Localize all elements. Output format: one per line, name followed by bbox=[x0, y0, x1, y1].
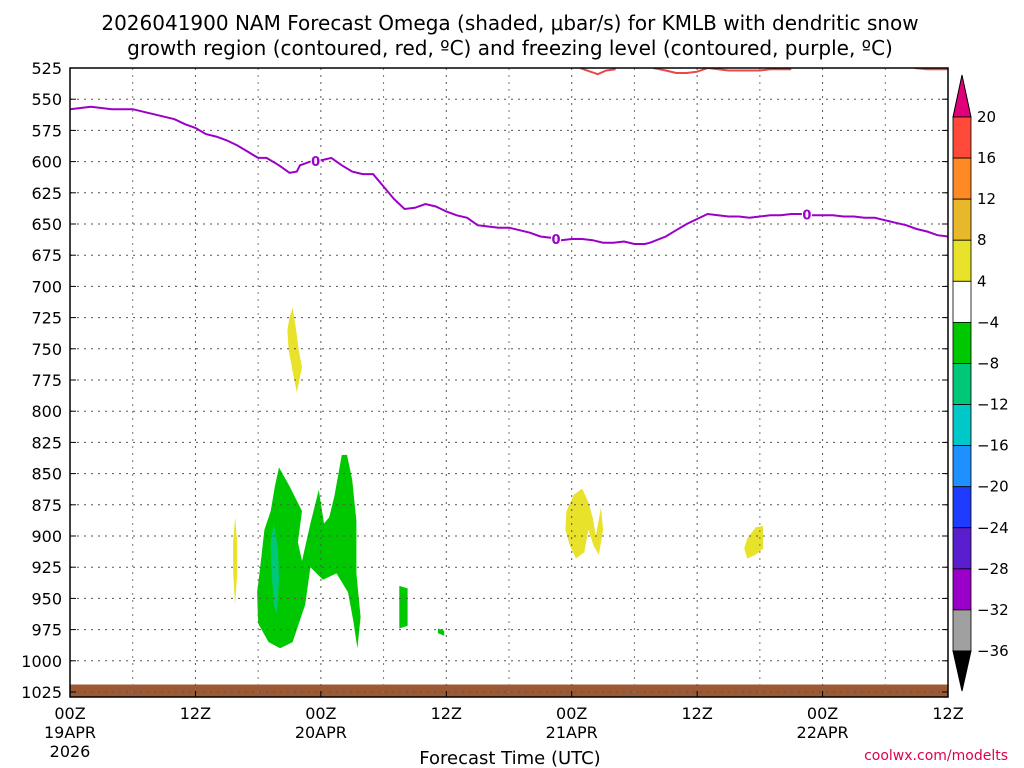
colorbar: 20 16 12 8 4 −4 −8 −12 −16 −20 −24 −28 −32 −36 bbox=[952, 74, 1009, 692]
colorbar-label-12: −32 bbox=[977, 601, 1009, 619]
colorbar-top-cap bbox=[952, 74, 972, 118]
x-tick-label-6: 00Z bbox=[807, 704, 838, 723]
colorbar-band-2 bbox=[952, 198, 972, 241]
y-tick-label-0: 525 bbox=[31, 59, 62, 78]
plot-inner: 0 0 0 bbox=[70, 68, 948, 697]
y-tick-label-2: 575 bbox=[31, 121, 62, 140]
colorbar-label-1: 16 bbox=[977, 149, 996, 167]
x-tick-date-6: 22APR bbox=[797, 723, 849, 742]
omega-region-0 bbox=[287, 307, 302, 393]
colorbar-band-4 bbox=[952, 280, 972, 323]
x-tick-date-4: 21APR bbox=[546, 723, 598, 742]
colorbar-label-5: −4 bbox=[977, 313, 999, 331]
omega-region-1 bbox=[233, 517, 238, 605]
colorbar-label-4: 4 bbox=[977, 272, 987, 290]
colorbar-band-12 bbox=[952, 609, 972, 652]
colorbar-band-11 bbox=[952, 568, 972, 611]
y-tick-label-11: 800 bbox=[31, 402, 62, 421]
colorbar-bottom-cap bbox=[952, 650, 972, 692]
colorbar-label-6: −8 bbox=[977, 354, 999, 372]
omega-region-5 bbox=[437, 628, 445, 636]
y-tick-label-10: 775 bbox=[31, 371, 62, 390]
freezing-label-bg-1 bbox=[551, 230, 562, 246]
x-tick-date-0: 19APR bbox=[44, 723, 96, 742]
x-tick-label-5: 12Z bbox=[681, 704, 712, 723]
x-tick-label-4: 00Z bbox=[556, 704, 587, 723]
dgz-contour-1 bbox=[653, 68, 792, 74]
colorbar-label-7: −12 bbox=[977, 396, 1009, 414]
y-tick-label-20: 1025 bbox=[21, 683, 62, 702]
y-tick-label-14: 875 bbox=[31, 496, 62, 515]
ground-strip bbox=[70, 684, 948, 697]
colorbar-label-9: −20 bbox=[977, 478, 1009, 496]
y-tick-label-5: 650 bbox=[31, 215, 62, 234]
colorbar-band-3 bbox=[952, 239, 972, 282]
colorbar-label-11: −28 bbox=[977, 560, 1009, 578]
omega-region-2 bbox=[257, 454, 361, 649]
y-tick-label-19: 1000 bbox=[21, 652, 62, 671]
y-tick-label-16: 925 bbox=[31, 558, 62, 577]
colorbar-label-13: −36 bbox=[977, 642, 1009, 660]
y-tick-label-12: 825 bbox=[31, 433, 62, 452]
x-tick-label-1: 12Z bbox=[180, 704, 211, 723]
y-tick-label-9: 750 bbox=[31, 340, 62, 359]
colorbar-band-7 bbox=[952, 404, 972, 447]
y-tick-label-15: 900 bbox=[31, 527, 62, 546]
plot-area: 0 0 0 525 550 575 600 625 650 675 700 725 750 775 800 8… bbox=[21, 59, 963, 761]
colorbar-band-8 bbox=[952, 445, 972, 488]
y-tick-label-8: 725 bbox=[31, 309, 62, 328]
x-axis-label: Forecast Time (UTC) bbox=[419, 748, 600, 768]
x-tick-label-7: 12Z bbox=[932, 704, 963, 723]
freezing-level-label-2: 0 bbox=[802, 209, 811, 224]
x-tick-date-2: 20APR bbox=[295, 723, 347, 742]
colorbar-band-9 bbox=[952, 486, 972, 529]
omega-region-6 bbox=[565, 488, 604, 559]
x-tick-label-0: 00Z bbox=[54, 704, 85, 723]
x-tick-label-2: 00Z bbox=[305, 704, 336, 723]
colorbar-label-8: −16 bbox=[977, 437, 1009, 455]
colorbar-label-0: 20 bbox=[977, 108, 996, 126]
freezing-label-bg-2 bbox=[801, 206, 812, 222]
y-tick-label-6: 675 bbox=[31, 246, 62, 265]
y-tick-label-7: 700 bbox=[31, 277, 62, 296]
y-tick-label-18: 975 bbox=[31, 621, 62, 640]
y-tick-label-17: 950 bbox=[31, 589, 62, 608]
plot-frame bbox=[69, 67, 949, 698]
omega-region-3 bbox=[270, 523, 279, 614]
colorbar-label-3: 8 bbox=[977, 231, 987, 249]
x-tick-label-3: 12Z bbox=[431, 704, 462, 723]
colorbar-band-6 bbox=[952, 363, 972, 405]
omega-region-4 bbox=[399, 585, 408, 629]
y-tick-label-4: 625 bbox=[31, 184, 62, 203]
dgz-contour-0 bbox=[579, 68, 616, 76]
colorbar-band-0 bbox=[952, 116, 972, 159]
x-tick-year-0: 2026 bbox=[50, 742, 91, 761]
y-tick-label-1: 550 bbox=[31, 90, 62, 109]
colorbar-band-10 bbox=[952, 527, 972, 570]
freezing-level-label-0: 0 bbox=[311, 155, 320, 170]
colorbar-band-1 bbox=[952, 157, 972, 200]
y-tick-label-13: 850 bbox=[31, 465, 62, 484]
chart-title-line-1: 2026041900 NAM Forecast Omega (shaded, μ… bbox=[101, 11, 918, 35]
chart-title-line-2: growth region (contoured, red, ºC) and f… bbox=[127, 36, 893, 60]
colorbar-label-2: 12 bbox=[977, 190, 996, 208]
credit-text: coolwx.com/modelts bbox=[864, 748, 1008, 764]
y-tick-label-3: 600 bbox=[31, 153, 62, 172]
colorbar-label-10: −24 bbox=[977, 519, 1009, 537]
freezing-level-label-1: 0 bbox=[552, 233, 561, 248]
colorbar-band-5 bbox=[952, 321, 972, 364]
omega-region-7 bbox=[744, 526, 763, 559]
freezing-label-bg-0 bbox=[310, 152, 321, 168]
